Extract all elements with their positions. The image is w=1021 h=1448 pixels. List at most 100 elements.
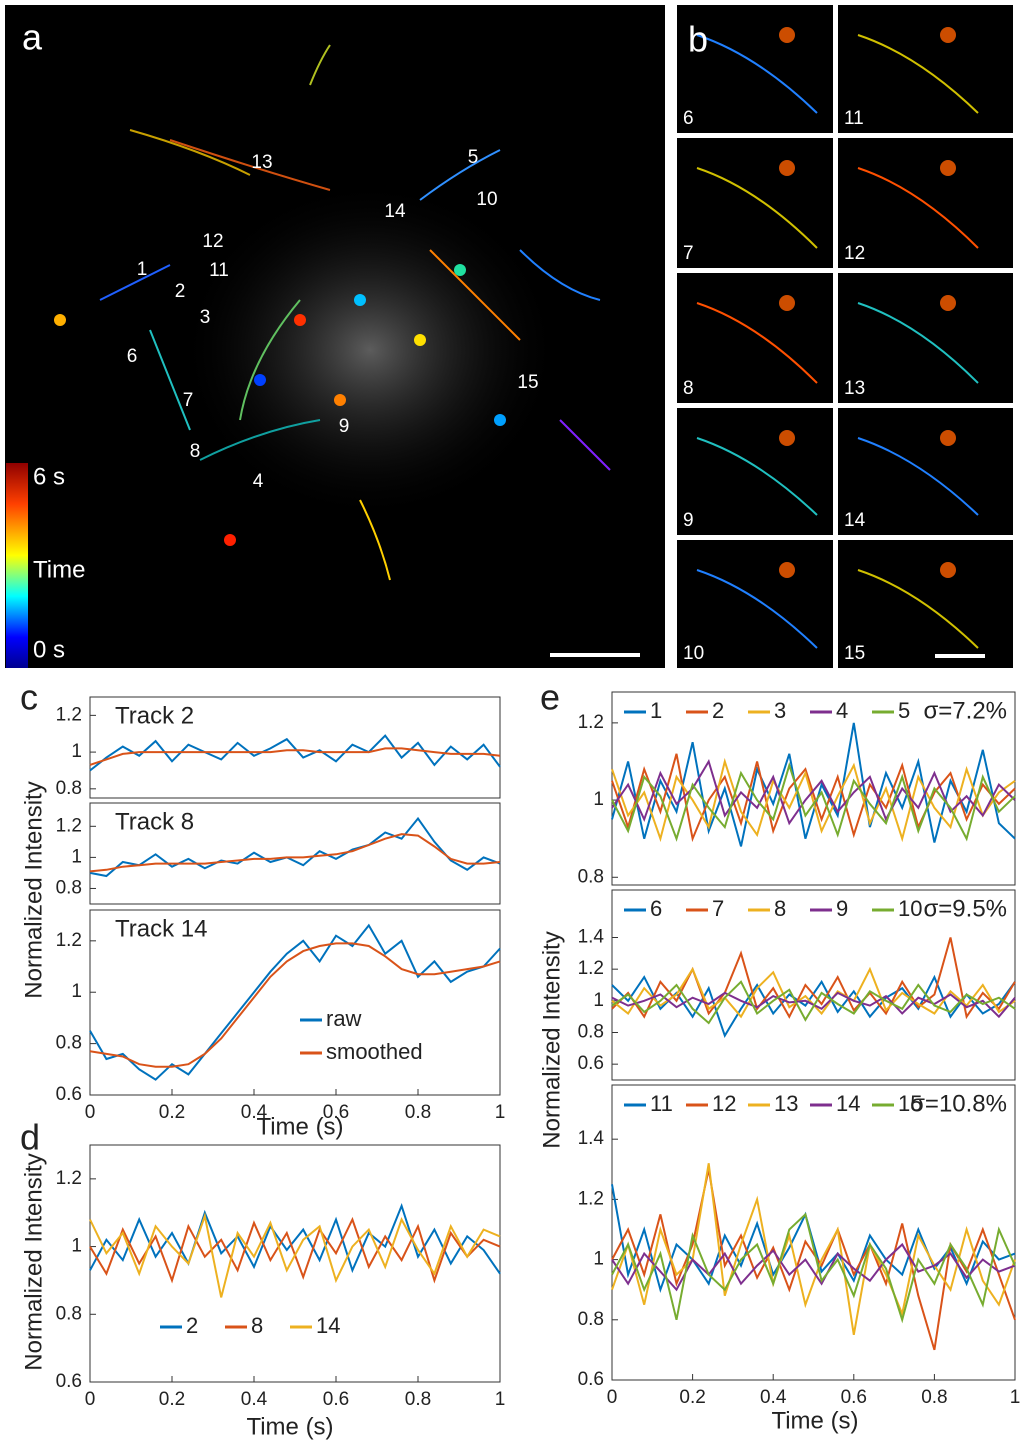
y-tick-label: 1.2 <box>56 930 82 951</box>
x-axis-label: Time (s) <box>246 1413 333 1440</box>
y-axis-label: Normalized Intensity <box>20 781 47 998</box>
panel-label: d <box>20 1117 40 1158</box>
annotation: σ=7.2% <box>923 697 1007 724</box>
plot-area <box>611 889 1016 1081</box>
track-label: 15 <box>517 372 538 393</box>
track-label: 14 <box>384 201 406 222</box>
y-tick-label: 0.6 <box>578 1369 604 1390</box>
inset-image <box>677 273 833 403</box>
legend-label: 6 <box>650 896 662 921</box>
legend-label: 3 <box>774 698 786 723</box>
inset-label: 9 <box>683 510 694 531</box>
plot-area <box>89 1144 501 1383</box>
inset-label: 6 <box>683 108 694 129</box>
inset-label: 12 <box>844 243 865 264</box>
legend-label: 15 <box>898 1091 922 1116</box>
x-tick-label: 0.4 <box>241 1389 268 1410</box>
inset-label: 15 <box>844 643 865 664</box>
x-tick-label: 0.8 <box>405 1389 431 1410</box>
inset-label: 11 <box>844 108 864 129</box>
colorbar-min: 0 s <box>33 636 65 663</box>
y-tick-label: 1 <box>593 990 604 1011</box>
y-tick-label: 0.6 <box>578 1053 604 1074</box>
x-tick-label: 0.2 <box>159 1389 185 1410</box>
y-tick-label: 1.4 <box>578 927 605 948</box>
series-line <box>611 761 1016 842</box>
series-line <box>89 1212 501 1298</box>
x-tick-label: 0 <box>85 1102 96 1123</box>
track-label: 7 <box>183 390 194 411</box>
legend-label: 8 <box>251 1313 263 1338</box>
y-axis-label: Normalized Intensity <box>538 931 565 1148</box>
y-tick-label: 0.6 <box>56 1371 82 1392</box>
legend-label: 9 <box>836 896 848 921</box>
y-tick-label: 0.6 <box>56 1084 82 1105</box>
chart: 0.6 0.8 1 1.2 0 0.2 0.4 0.6 0.8 1 Track 14 Time (s)… <box>56 909 505 1140</box>
series-line <box>611 1212 1016 1324</box>
series-line <box>611 753 1016 843</box>
y-tick-label: 1.2 <box>578 1188 604 1209</box>
inset-image <box>677 5 833 133</box>
x-tick-label: 1 <box>1010 1387 1021 1408</box>
chart: 0.6 0.8 1 1.2 0 0.2 0.4 0.6 0.8 1 Normalized Inten… <box>20 1144 505 1440</box>
colorbar-max: 6 s <box>33 463 65 490</box>
panel-label: e <box>540 677 560 718</box>
legend-label: 13 <box>774 1091 798 1116</box>
panel-label: a <box>22 17 43 58</box>
chart: 0.6 0.8 1 1.2 1.4 0 0.2 0.4 0.6 0.8 1 σ=10.8% Time (… <box>578 1084 1021 1434</box>
inset-track <box>857 34 979 114</box>
inset-track <box>857 569 979 649</box>
inset-spot <box>940 160 956 176</box>
x-tick-label: 0.4 <box>241 1102 268 1123</box>
plot-area <box>89 909 501 1096</box>
chart: 0.8 1 1.2 Track 8 Normalized Intensity <box>20 781 501 999</box>
annotation: σ=10.8% <box>910 1090 1007 1117</box>
inset-image <box>677 408 833 535</box>
x-tick-label: 0 <box>607 1387 618 1408</box>
inset-spot <box>779 27 795 43</box>
series-line <box>89 816 501 878</box>
y-tick-label: 1.2 <box>56 815 82 836</box>
y-axis-label: Normalized Intensity <box>20 1153 47 1370</box>
legend-label: 14 <box>316 1313 340 1338</box>
x-tick-label: 0.2 <box>679 1387 705 1408</box>
y-tick-label: 1 <box>71 846 82 867</box>
x-tick-label: 0.2 <box>159 1102 185 1123</box>
track-spots <box>54 264 506 546</box>
chart: 0.6 0.8 1 1.2 1.4 σ=9.5% Normalized Intensity 6… <box>538 889 1016 1149</box>
series-line <box>89 747 501 766</box>
x-tick-label: 0 <box>85 1389 96 1410</box>
annotation: σ=9.5% <box>923 895 1007 922</box>
series-line <box>611 1163 1016 1335</box>
x-tick-label: 0.4 <box>760 1387 787 1408</box>
plot-area <box>89 802 501 905</box>
inset-spot <box>940 562 956 578</box>
track-label: 1 <box>137 259 148 280</box>
track-label: 5 <box>468 147 479 168</box>
y-tick-label: 1 <box>71 1236 82 1257</box>
y-tick-label: 0.8 <box>56 1303 82 1324</box>
series-line <box>89 923 501 1081</box>
colorbar-title: Time <box>33 556 85 583</box>
inset-track <box>857 167 979 249</box>
inset-track <box>696 569 818 649</box>
inset-spot <box>779 295 795 311</box>
track-label: 10 <box>476 189 497 210</box>
track-label: 12 <box>202 231 223 252</box>
inset-spot <box>940 27 956 43</box>
inset-track <box>696 167 818 249</box>
inset-label: 13 <box>844 378 865 399</box>
y-tick-label: 1.2 <box>578 712 604 733</box>
track-label: 3 <box>200 307 211 328</box>
series-line <box>611 980 1016 1025</box>
legend-label: smoothed <box>326 1039 423 1064</box>
inset-image <box>677 138 833 268</box>
inset-image <box>677 540 833 668</box>
track-label: 4 <box>253 471 264 492</box>
y-tick-label: 0.8 <box>578 1309 604 1330</box>
cell-glow <box>180 180 560 520</box>
y-tick-label: 0.8 <box>56 1033 82 1054</box>
x-axis-label: Time (s) <box>771 1407 858 1434</box>
series-line <box>89 1202 501 1275</box>
